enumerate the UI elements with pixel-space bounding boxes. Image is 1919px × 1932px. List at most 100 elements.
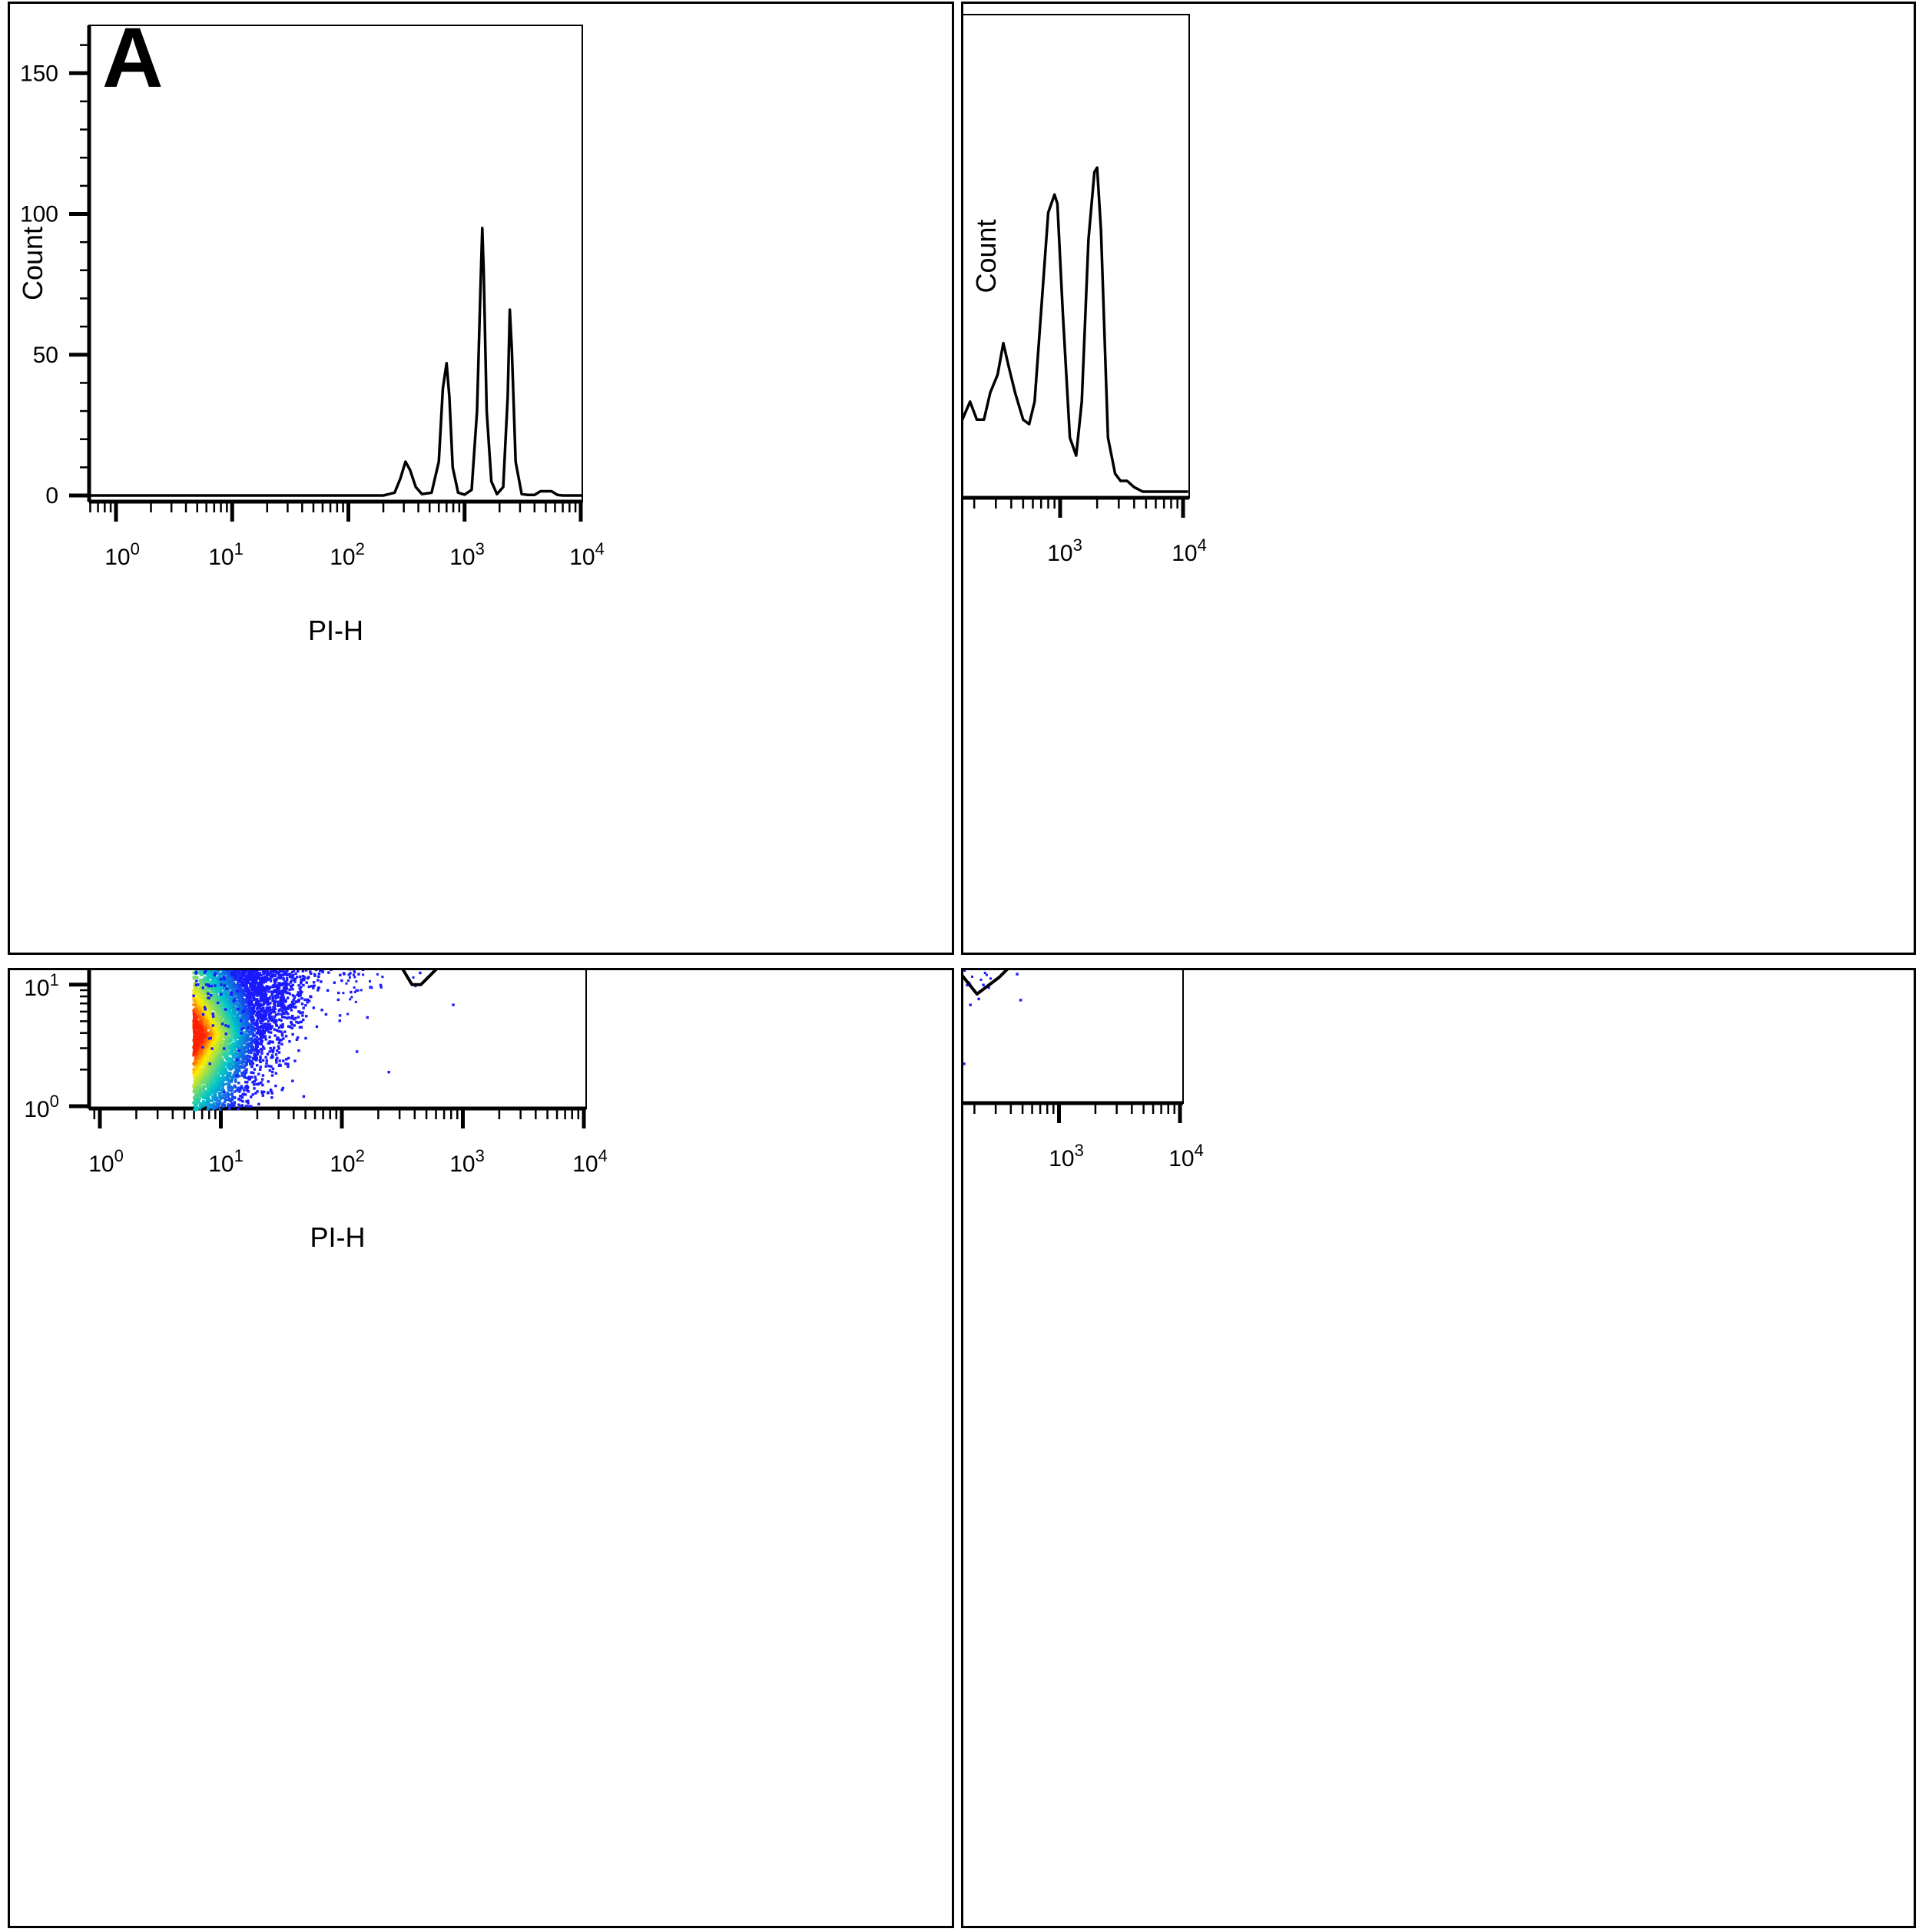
y-tick-label: 0 bbox=[45, 483, 58, 509]
scatter-point bbox=[239, 985, 242, 988]
scatter-point bbox=[270, 1049, 273, 1052]
scatter-point bbox=[240, 1052, 244, 1055]
scatter-point bbox=[257, 1017, 260, 1021]
scatter-point bbox=[298, 987, 302, 990]
scatter-point bbox=[219, 1098, 222, 1101]
scatter-point bbox=[219, 1020, 222, 1023]
scatter-point bbox=[194, 1007, 197, 1010]
scatter-point bbox=[192, 1012, 196, 1015]
scatter-point bbox=[257, 1031, 260, 1034]
scatter-point bbox=[192, 1009, 196, 1012]
scatter-point bbox=[234, 1049, 238, 1053]
scatter-point bbox=[244, 1049, 247, 1053]
scatter-point bbox=[197, 1014, 201, 1018]
scatter-point bbox=[247, 1058, 250, 1061]
scatter-point bbox=[234, 1096, 237, 1099]
scatter-point bbox=[219, 1079, 222, 1082]
scatter-point bbox=[244, 1047, 247, 1050]
scatter-point bbox=[211, 1061, 214, 1064]
scatter-point bbox=[208, 1012, 211, 1015]
scatter-point bbox=[217, 1012, 220, 1016]
scatter-point bbox=[211, 1089, 214, 1092]
scatter-point bbox=[286, 996, 290, 999]
scatter-point bbox=[243, 1070, 246, 1073]
scatter-point bbox=[199, 1003, 203, 1006]
scatter-point bbox=[192, 1073, 196, 1077]
scatter-point bbox=[217, 1068, 220, 1071]
scatter-point bbox=[254, 993, 257, 996]
scatter-point bbox=[263, 1009, 266, 1013]
scatter-point bbox=[259, 1065, 262, 1069]
scatter-point bbox=[250, 1060, 253, 1063]
scatter-point bbox=[260, 1031, 263, 1035]
scatter-point bbox=[227, 1006, 230, 1009]
scatter-point bbox=[270, 1096, 273, 1099]
scatter-point bbox=[252, 996, 256, 999]
scatter-point bbox=[304, 1036, 307, 1040]
scatter-point bbox=[206, 1101, 210, 1104]
scatter-point bbox=[246, 1007, 250, 1011]
scatter-point bbox=[194, 1002, 197, 1005]
scatter-point bbox=[317, 975, 320, 979]
panel-c: 100101102103104PI-HSSC-HeightC1001011021… bbox=[8, 968, 954, 1928]
scatter-point bbox=[261, 1006, 264, 1010]
scatter-point bbox=[222, 986, 225, 989]
scatter-point bbox=[257, 977, 260, 980]
scatter-point bbox=[194, 1108, 198, 1111]
scatter-point bbox=[250, 1095, 253, 1099]
x-tick-label: 103 bbox=[449, 1146, 485, 1177]
scatter-point bbox=[245, 1081, 249, 1084]
scatter-point bbox=[292, 970, 296, 973]
scatter-point bbox=[244, 1036, 248, 1039]
scatter-point bbox=[280, 1016, 284, 1019]
scatter-point bbox=[263, 970, 266, 971]
scatter-point bbox=[286, 970, 289, 973]
scatter-point bbox=[247, 1105, 250, 1108]
scatter-point bbox=[230, 983, 234, 986]
scatter-point bbox=[240, 990, 243, 993]
scatter-point bbox=[237, 1009, 241, 1013]
scatter-point bbox=[273, 985, 277, 988]
scatter-point bbox=[217, 1046, 220, 1050]
scatter-point bbox=[236, 1072, 239, 1075]
scatter-point bbox=[270, 993, 273, 996]
scatter-point bbox=[213, 1092, 217, 1095]
scatter-point bbox=[340, 979, 343, 983]
scatter-point bbox=[234, 1042, 237, 1046]
scatter-point bbox=[236, 1019, 239, 1022]
scatter-point bbox=[194, 1096, 197, 1100]
scatter-point bbox=[255, 1036, 259, 1039]
scatter-point bbox=[293, 995, 297, 998]
scatter-point bbox=[207, 1014, 210, 1017]
histogram-line bbox=[963, 166, 1188, 493]
scatter-point bbox=[248, 1003, 251, 1007]
scatter-point bbox=[279, 999, 282, 1002]
scatter-point bbox=[221, 1094, 225, 1097]
scatter-point bbox=[297, 994, 300, 997]
scatter-point bbox=[239, 1065, 242, 1068]
scatter-point bbox=[217, 970, 220, 973]
scatter-point bbox=[320, 980, 323, 983]
scatter-point bbox=[234, 1071, 238, 1075]
scatter-point bbox=[206, 1095, 210, 1099]
scatter-point bbox=[224, 1018, 227, 1021]
scatter-point bbox=[239, 1095, 242, 1098]
scatter-point bbox=[267, 990, 270, 993]
scatter-point bbox=[252, 992, 255, 995]
scatter-point bbox=[230, 1077, 234, 1080]
scatter-point bbox=[260, 1078, 264, 1081]
scatter-point bbox=[214, 1061, 217, 1064]
scatter-point bbox=[299, 993, 303, 996]
scatter-point bbox=[256, 1024, 259, 1027]
scatter-point bbox=[215, 993, 219, 996]
scatter-point bbox=[302, 1018, 305, 1022]
scatter-point bbox=[275, 1024, 279, 1027]
scatter-point bbox=[209, 1092, 212, 1095]
scatter-point bbox=[268, 1042, 271, 1045]
scatter-point bbox=[264, 1065, 267, 1068]
scatter-point bbox=[196, 1007, 200, 1010]
scatter-point bbox=[256, 1010, 260, 1013]
plot-layer: 100 101 102 103 104 PI-H Count A 0 50 100 150 bbox=[17, 11, 605, 646]
scatter-point bbox=[277, 1051, 281, 1054]
